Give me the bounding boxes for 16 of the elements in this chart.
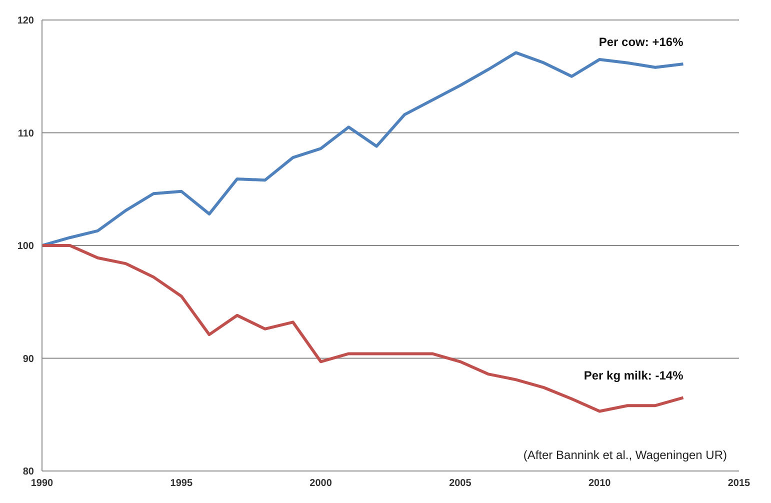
y-tick-label: 100 xyxy=(17,241,34,252)
x-tick-label: 2000 xyxy=(310,478,332,490)
series-label: Per kg milk: -14% xyxy=(584,368,684,383)
x-tick-label: 1995 xyxy=(170,478,193,490)
series-label: Per cow: +16% xyxy=(598,34,684,49)
x-tick-label: 2010 xyxy=(588,478,612,490)
y-tick-label: 90 xyxy=(22,354,34,365)
y-tick-label: 120 xyxy=(17,16,34,27)
x-tick-label: 1990 xyxy=(30,478,54,490)
line-series xyxy=(42,51,685,247)
annotation: (After Bannink et al., Wageningen UR) xyxy=(523,448,727,462)
line-series xyxy=(42,244,685,413)
x-tick-label: 2015 xyxy=(728,478,751,490)
y-tick-label: 110 xyxy=(18,128,34,140)
y-tick-label: 80 xyxy=(22,466,34,478)
x-tick-label: 2005 xyxy=(449,478,472,490)
